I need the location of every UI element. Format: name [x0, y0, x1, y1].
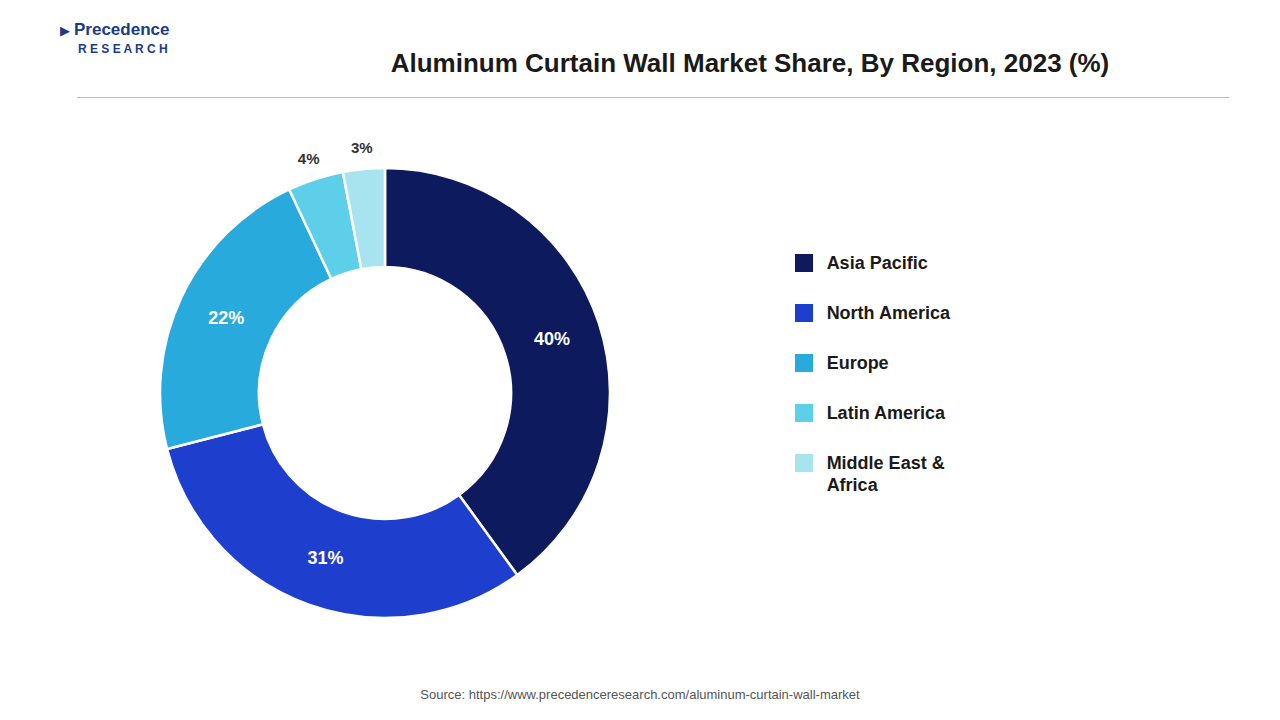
html-text:R E S E A R C H: R E S E A R C H [78, 42, 168, 56]
svg-text:40%: 40% [534, 329, 570, 349]
html-text:▶ Precedence: ▶ Precedence [60, 20, 170, 39]
html-text:North America: North America [826, 303, 950, 323]
html-text:Source: https://www.precedence: Source: https://www.precedenceresearch.c… [420, 687, 860, 702]
html-text:Europe: Europe [826, 353, 889, 373]
html-text:Latin America: Latin America [826, 403, 945, 423]
html-text:Middle East & Africa: Middle East & Africa [826, 453, 945, 495]
html-text:Aluminum Curtain Wall Market S: Aluminum Curtain Wall Market Share, By R… [390, 48, 1110, 78]
svg-text:31%: 31% [308, 548, 344, 568]
svg-text:22%: 22% [208, 308, 244, 328]
html-text:Asia Pacific: Asia Pacific [826, 253, 928, 273]
svg-text:3%: 3% [351, 139, 373, 156]
svg-text:4%: 4% [298, 150, 320, 167]
